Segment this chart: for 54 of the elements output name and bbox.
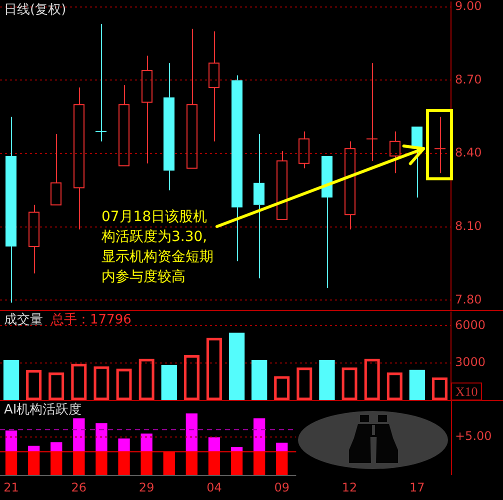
bar xyxy=(161,364,177,400)
bar xyxy=(228,332,245,400)
x-tick-label: 26 xyxy=(71,480,87,494)
y-tick-label: 3000 xyxy=(455,354,486,369)
candlestick xyxy=(186,28,198,169)
candlestick xyxy=(28,204,40,274)
x-tick-label: 09 xyxy=(274,480,290,494)
x-tick-label: 04 xyxy=(206,480,222,494)
candlestick xyxy=(298,131,310,169)
chart-title: AI机构活跃度 xyxy=(4,401,82,418)
bar xyxy=(3,360,20,400)
y-tick-label: 8.70 xyxy=(455,72,482,86)
bar xyxy=(96,423,108,452)
y-tick-label: 7.80 xyxy=(455,292,482,306)
bar xyxy=(253,418,266,452)
bar xyxy=(319,360,335,400)
x-tick-label: 21 xyxy=(4,480,19,494)
candlestick xyxy=(390,131,400,174)
candlestick xyxy=(74,87,84,230)
x-tick-label: 12 xyxy=(342,480,358,494)
candlestick xyxy=(434,116,446,174)
bar xyxy=(118,438,130,452)
candlestick xyxy=(142,55,152,164)
candlestick xyxy=(366,62,378,162)
bar xyxy=(208,437,220,452)
y-tick-label: 8.40 xyxy=(455,146,482,160)
bar xyxy=(73,418,85,452)
bar xyxy=(5,430,18,452)
candlestick xyxy=(96,24,106,142)
candlestick xyxy=(344,140,356,230)
y-tick-label: 6000 xyxy=(455,318,486,332)
bar xyxy=(186,413,198,452)
chart-title: 成交量 xyxy=(4,311,43,328)
bar xyxy=(409,370,426,400)
bar xyxy=(140,434,152,452)
candlestick xyxy=(322,156,332,288)
y-tick-label: 8.10 xyxy=(455,219,482,234)
text: +5.00 xyxy=(455,429,492,444)
x-tick-label: 17 xyxy=(410,480,425,494)
candlestick xyxy=(50,134,62,206)
y-axis-title: X10 xyxy=(455,384,478,399)
candlestick xyxy=(276,150,288,220)
candlestick xyxy=(6,116,16,304)
candlestick xyxy=(208,30,220,142)
y-tick-label: 9.00 xyxy=(455,0,482,14)
chart-subtitle: 总手：17796 xyxy=(50,312,132,328)
bar xyxy=(251,360,268,400)
annotation: 07月18日该股机构活跃度为3.30,显示机构资金短期内参与度较高 xyxy=(100,209,214,286)
candlestick xyxy=(164,62,174,191)
candlestick xyxy=(118,84,130,166)
chart-title: 日线(复权) xyxy=(4,2,66,18)
candlestick xyxy=(232,74,242,262)
candlestick xyxy=(254,134,264,279)
x-tick-label: 29 xyxy=(138,480,154,494)
